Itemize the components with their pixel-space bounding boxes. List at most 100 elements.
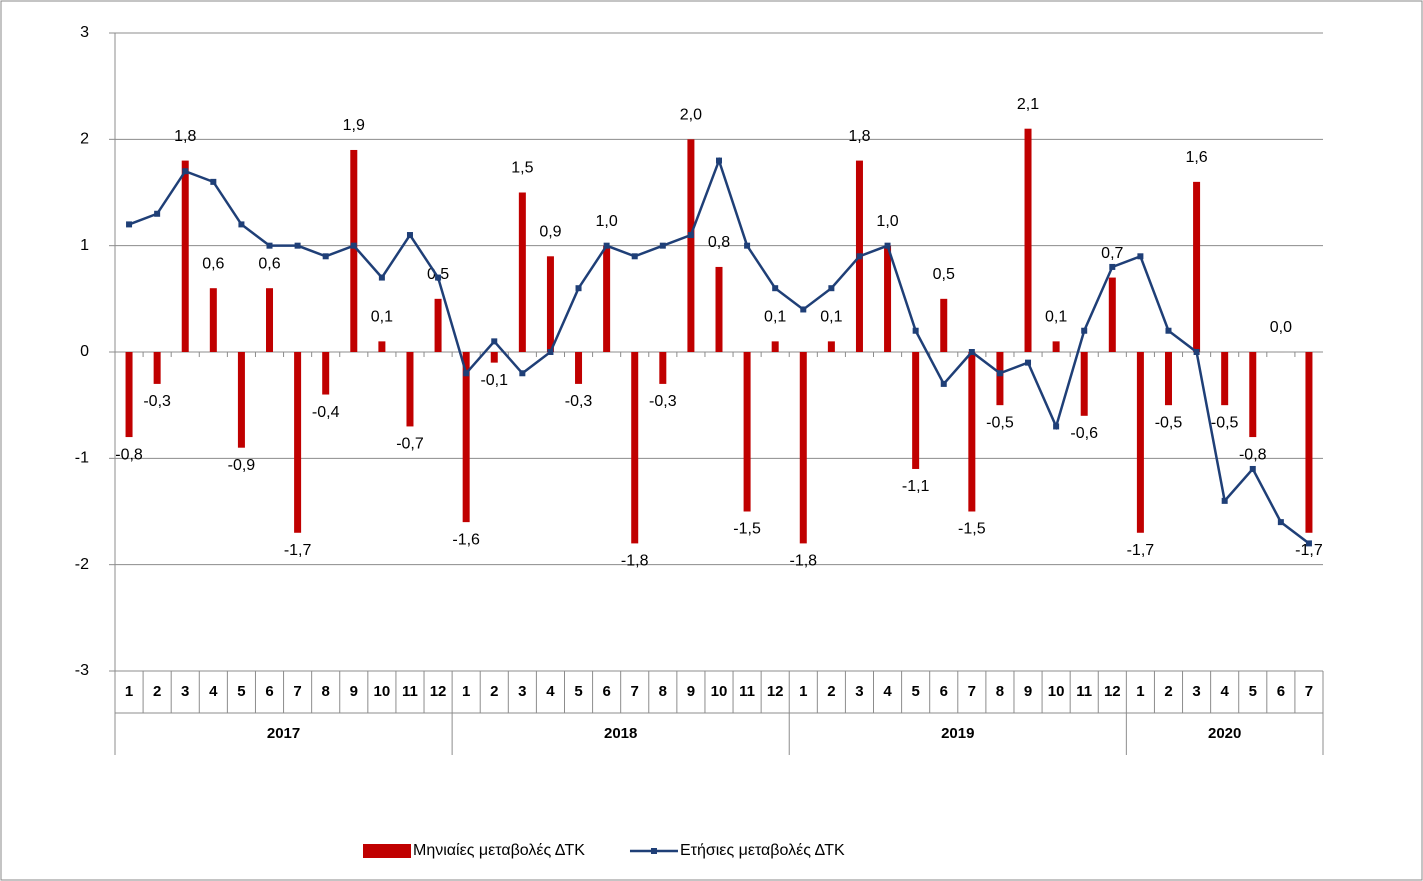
bar xyxy=(575,352,583,384)
bar xyxy=(1052,341,1060,352)
bar xyxy=(659,352,667,384)
marker xyxy=(126,221,133,228)
marker xyxy=(294,242,301,249)
legend-swatch xyxy=(363,844,411,858)
marker xyxy=(772,285,779,292)
data-label: -0,4 xyxy=(312,404,340,421)
x-tick-label: 6 xyxy=(940,683,948,700)
marker xyxy=(800,306,807,313)
marker xyxy=(575,285,582,292)
marker xyxy=(1109,263,1116,270)
x-tick-label: 2 xyxy=(153,683,161,700)
marker xyxy=(1025,359,1032,366)
marker xyxy=(406,232,413,239)
marker xyxy=(631,253,638,260)
data-label: 0,8 xyxy=(708,234,730,251)
x-tick-label: 7 xyxy=(631,683,639,700)
marker xyxy=(1193,349,1200,355)
data-label: 1,0 xyxy=(876,213,898,230)
marker xyxy=(1277,519,1284,526)
bar xyxy=(743,352,751,512)
data-label: -1,5 xyxy=(958,521,986,538)
x-tick-label: 5 xyxy=(237,683,245,700)
bar xyxy=(884,245,892,352)
data-label: -1,1 xyxy=(902,478,930,495)
x-tick-label: 11 xyxy=(739,683,755,700)
marker xyxy=(603,242,610,249)
data-label: 0,1 xyxy=(820,309,842,326)
bar xyxy=(181,160,189,352)
bar xyxy=(1193,181,1201,352)
x-tick-label: 6 xyxy=(602,683,610,700)
bar xyxy=(350,149,358,352)
bar xyxy=(1221,352,1229,406)
x-group-label: 2018 xyxy=(604,725,637,742)
data-label: 0,0 xyxy=(1270,319,1292,336)
marker xyxy=(912,327,919,334)
x-tick-label: 9 xyxy=(1024,683,1032,700)
x-tick-label: 4 xyxy=(546,683,555,700)
bar xyxy=(125,352,133,438)
bar xyxy=(266,288,274,352)
x-group-label: 2020 xyxy=(1208,725,1241,742)
marker xyxy=(435,274,442,281)
bar xyxy=(1108,277,1116,352)
bar xyxy=(996,352,1004,406)
marker xyxy=(491,338,498,345)
marker xyxy=(744,242,751,249)
marker xyxy=(1221,497,1228,504)
x-tick-label: 10 xyxy=(374,683,391,700)
marker xyxy=(1249,465,1256,472)
x-tick-label: 2 xyxy=(827,683,835,700)
marker xyxy=(378,274,385,281)
data-label: -1,8 xyxy=(621,553,649,570)
marker xyxy=(1165,327,1172,334)
bar xyxy=(490,352,498,363)
x-tick-label: 2 xyxy=(490,683,498,700)
data-label: -0,8 xyxy=(115,446,143,463)
marker xyxy=(1137,253,1144,260)
bar xyxy=(237,352,245,448)
bar xyxy=(1024,128,1032,352)
data-label: -0,5 xyxy=(986,414,1014,431)
bar xyxy=(1136,352,1144,533)
marker xyxy=(210,178,217,185)
x-group-label: 2019 xyxy=(941,725,974,742)
data-label: 0,9 xyxy=(539,224,561,241)
bar xyxy=(603,245,611,352)
legend-swatch xyxy=(650,848,657,854)
bar xyxy=(434,298,442,352)
y-tick-label: -3 xyxy=(75,662,89,679)
x-tick-label: 12 xyxy=(430,683,447,700)
bar xyxy=(153,352,161,384)
marker xyxy=(687,232,694,239)
data-label: 1,8 xyxy=(174,128,196,145)
x-tick-label: 12 xyxy=(1104,683,1121,700)
x-tick-label: 5 xyxy=(574,683,582,700)
bar xyxy=(799,352,807,544)
bar xyxy=(546,256,554,352)
data-label: 2,0 xyxy=(680,107,702,124)
bar xyxy=(715,266,723,352)
data-label: -1,6 xyxy=(452,531,480,548)
marker xyxy=(1053,423,1060,430)
bar xyxy=(406,352,414,427)
data-label: 0,1 xyxy=(764,309,786,326)
data-label: -1,7 xyxy=(284,542,312,559)
data-label: -0,3 xyxy=(649,393,677,410)
data-label: -1,7 xyxy=(1295,542,1323,559)
x-tick-label: 4 xyxy=(883,683,892,700)
data-label: 0,1 xyxy=(371,309,393,326)
data-label: -1,5 xyxy=(733,521,761,538)
marker xyxy=(996,370,1003,377)
bar xyxy=(1164,352,1172,406)
x-tick-label: 1 xyxy=(799,683,807,700)
x-tick-label: 1 xyxy=(1136,683,1144,700)
data-label: 0,7 xyxy=(1101,245,1123,262)
y-tick-label: -2 xyxy=(75,556,89,573)
bar xyxy=(378,341,386,352)
x-group-label: 2017 xyxy=(267,725,300,742)
x-tick-label: 9 xyxy=(350,683,358,700)
bar xyxy=(827,341,835,352)
